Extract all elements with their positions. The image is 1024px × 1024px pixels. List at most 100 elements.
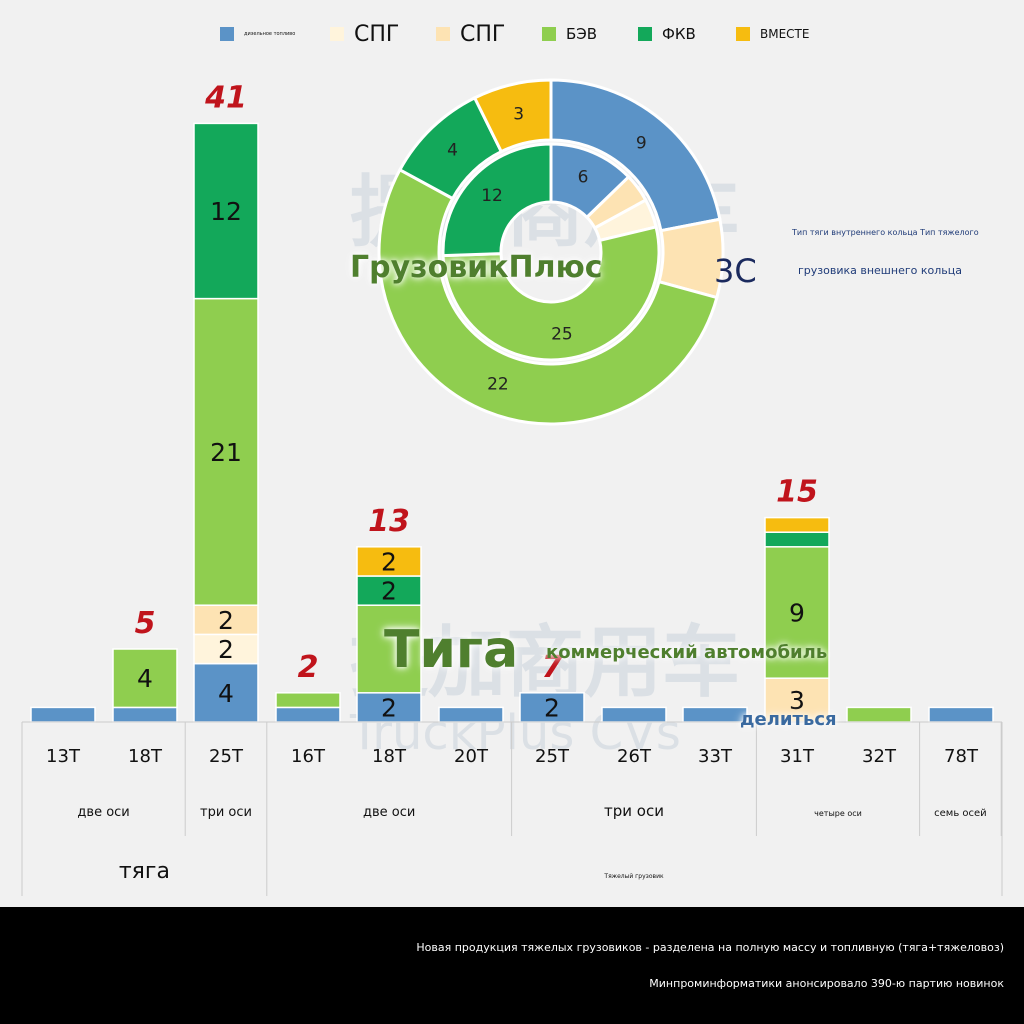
bar-segment bbox=[928, 706, 994, 723]
bar-segment bbox=[764, 531, 830, 548]
donut-slice-label: 3 bbox=[513, 105, 524, 125]
axle-group-label: семь осей bbox=[934, 808, 987, 819]
bar-segment bbox=[764, 546, 830, 679]
tonnage-label: 18T bbox=[372, 746, 407, 767]
chart-legend: дизельное топливо СПГ СПГ БЭВ ФКВ ВМЕСТЕ bbox=[0, 18, 1024, 50]
donut-slice bbox=[441, 225, 661, 362]
donut-slice-label: 4 bbox=[447, 141, 458, 161]
brand-overlay: ГрузовикПлюс bbox=[350, 250, 603, 285]
bar-segment bbox=[193, 122, 259, 300]
bar-total-label: 5 bbox=[135, 606, 156, 641]
tonnage-label: 25T bbox=[209, 746, 244, 767]
tonnage-label: 16T bbox=[291, 746, 326, 767]
legend-item-lng: СПГ bbox=[436, 18, 505, 50]
bar-segment bbox=[438, 706, 504, 723]
bar-segment bbox=[356, 575, 422, 606]
legend-item-bev: БЭВ bbox=[542, 18, 597, 50]
donut-slice-label: 12 bbox=[481, 186, 503, 206]
legend-label-together: ВМЕСТЕ bbox=[760, 27, 810, 41]
tonnage-label: 78T bbox=[944, 746, 979, 767]
bar-total-label: 7 bbox=[542, 650, 563, 685]
donut-slice-label: 22 bbox=[487, 375, 509, 395]
bar-segment bbox=[193, 662, 259, 723]
legend-label-bev: БЭВ bbox=[566, 25, 598, 43]
tonnage-label: 20T bbox=[454, 746, 489, 767]
legend-swatch-together bbox=[736, 27, 750, 41]
bar-segment-label: 2 bbox=[381, 547, 397, 576]
donut-chart: 9 22 4 3 6 25 12 bbox=[377, 78, 725, 426]
bar-total-label: 41 bbox=[204, 80, 247, 115]
bar-segment-label: 21 bbox=[210, 438, 242, 467]
tonnage-label: 18T bbox=[128, 746, 163, 767]
three-c-overlay: 3С bbox=[714, 252, 757, 290]
bar-segment-label: 4 bbox=[218, 679, 234, 708]
legend-item-fcv: ФКВ bbox=[638, 18, 696, 50]
bar-total-label: 2 bbox=[298, 650, 319, 685]
bar-segment bbox=[30, 706, 96, 723]
donut-slice-label: 6 bbox=[578, 168, 589, 188]
bar-segment bbox=[275, 692, 341, 709]
footer-bar: Новая продукция тяжелых грузовиков - раз… bbox=[0, 907, 1024, 1024]
tonnage-label: 32T bbox=[862, 746, 897, 767]
legend-swatch-lng bbox=[436, 27, 450, 41]
bar-total-label: 15 bbox=[776, 475, 818, 510]
legend-swatch-fcv bbox=[638, 27, 652, 41]
tonnage-label: 31T bbox=[780, 746, 815, 767]
legend-label-diesel: дизельное топливо bbox=[244, 31, 296, 37]
donut-note-line1: Тип тяги внутреннего кольца Тип тяжелого bbox=[792, 228, 979, 237]
category-axis-table: 13T 18T 25T 16T 18T 20T 25T 26T 33T 31T 32T 78T две … bbox=[21, 721, 1003, 896]
legend-swatch-lng-light bbox=[330, 27, 344, 41]
axle-group-label: две оси bbox=[77, 805, 129, 820]
share-overlay[interactable]: делиться bbox=[740, 709, 837, 730]
axle-group-label: три оси bbox=[604, 802, 664, 820]
axle-group-label: три оси bbox=[200, 805, 252, 820]
tonnage-label: 26T bbox=[617, 746, 652, 767]
footer-caption: Новая продукция тяжелых грузовиков - раз… bbox=[416, 941, 1004, 954]
bar-segment bbox=[356, 604, 422, 694]
bar-segment-label: 4 bbox=[137, 664, 153, 693]
bar-segment bbox=[112, 706, 178, 723]
commercial-vehicle-overlay: коммерческий автомобиль bbox=[546, 642, 828, 663]
tonnage-label: 13T bbox=[46, 746, 81, 767]
donut-slice-label: 25 bbox=[551, 324, 573, 344]
legend-swatch-diesel bbox=[220, 27, 234, 41]
tiga-overlay: Тига bbox=[384, 620, 519, 680]
bar-segment-label: 9 bbox=[789, 599, 805, 628]
legend-item-lng-light: СПГ bbox=[330, 18, 399, 50]
legend-item-diesel: дизельное топливо bbox=[220, 18, 295, 50]
donut-slice bbox=[441, 142, 553, 258]
bar-segment bbox=[764, 516, 830, 533]
bar-segment bbox=[601, 706, 667, 723]
bar-segment bbox=[356, 546, 422, 577]
bar-segment-label: 2 bbox=[218, 606, 234, 635]
vehicle-type-label: Тяжелый грузовик bbox=[603, 873, 664, 880]
bar-total-label: 13 bbox=[368, 504, 410, 539]
bar-segment bbox=[112, 648, 178, 709]
legend-label-fcv: ФКВ bbox=[662, 25, 696, 43]
bar-segment bbox=[682, 706, 748, 723]
legend-swatch-bev bbox=[542, 27, 556, 41]
bar-segment bbox=[846, 706, 912, 723]
bar-segment-label: 12 bbox=[210, 197, 242, 226]
footer-source: Минпроминформатики анонсировало 390-ю па… bbox=[649, 977, 1004, 990]
vehicle-type-label: тяга bbox=[119, 859, 170, 884]
axle-group-label: четыре оси bbox=[814, 809, 862, 818]
tonnage-label: 33T bbox=[698, 746, 733, 767]
bar-segment bbox=[193, 297, 259, 606]
tonnage-label: 25T bbox=[535, 746, 570, 767]
bar-segment bbox=[275, 706, 341, 723]
legend-item-together: ВМЕСТЕ bbox=[736, 18, 809, 50]
donut-slice bbox=[472, 78, 553, 154]
legend-label-lng: СПГ bbox=[460, 21, 506, 47]
donut-slice bbox=[377, 167, 719, 426]
bar-segment-label: 2 bbox=[381, 577, 397, 606]
bar-segment bbox=[193, 604, 259, 636]
bar-segment-label: 3 bbox=[789, 686, 805, 715]
legend-label-lng-light: СПГ bbox=[354, 21, 400, 47]
bar-segment-label: 2 bbox=[218, 635, 234, 664]
bar-segment-label: 2 bbox=[544, 693, 560, 722]
axle-group-label: две оси bbox=[363, 805, 415, 820]
bar-segment-label: 2 bbox=[381, 693, 397, 722]
